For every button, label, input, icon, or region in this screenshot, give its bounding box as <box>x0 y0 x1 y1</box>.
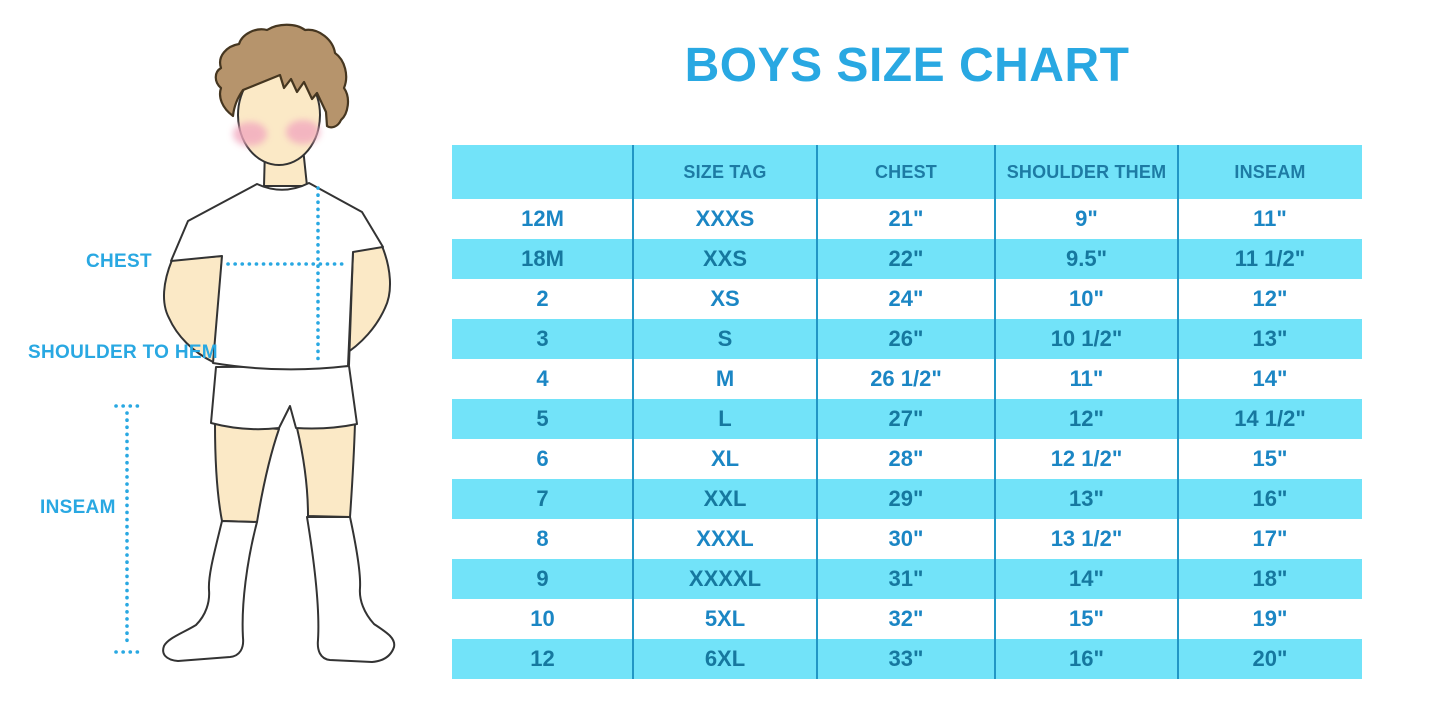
boy-illustration <box>114 23 396 663</box>
table-row: 7 XXL 29" 13" 16" <box>452 479 1362 519</box>
table-cell: 15" <box>1069 606 1104 631</box>
table-cell: 10 1/2" <box>1050 326 1123 351</box>
size-chart-table: SIZE TAG CHEST SHOULDER THEM INSEAM 12M XXXS… <box>452 145 1362 679</box>
inseam-label: INSEAM <box>40 497 116 518</box>
table-cell: S <box>717 326 733 351</box>
table-cell: XXXXL <box>688 566 762 591</box>
boy-shorts <box>210 365 358 431</box>
header-cell: SHOULDER THEM <box>1006 162 1167 182</box>
table-row: 12M XXXS 21" 9" 11" <box>452 199 1362 239</box>
table-cell: 26" <box>888 326 924 351</box>
table-header-row: SIZE TAG CHEST SHOULDER THEM INSEAM <box>452 145 1362 199</box>
table-cell: M <box>715 366 735 391</box>
table-row: 18M XXS 22" 9.5" 11 1/2" <box>452 239 1362 279</box>
table-cell: 33" <box>888 646 924 671</box>
inseam-measure-line <box>114 404 143 654</box>
table-row: 3 S 26" 10 1/2" 13" <box>452 319 1362 359</box>
table-cell: 9.5" <box>1065 246 1107 271</box>
table-cell: 5 <box>536 406 549 431</box>
table-row: 10 5XL 32" 15" 19" <box>452 599 1362 639</box>
boy-socks <box>162 516 396 663</box>
table-cell: 12" <box>1252 286 1288 311</box>
table-cell: XS <box>710 286 740 311</box>
table-row: 2 XS 24" 10" 12" <box>452 279 1362 319</box>
table-cell: 14" <box>1252 366 1288 391</box>
column-divider <box>994 145 996 679</box>
column-divider <box>1177 145 1179 679</box>
table-row: 9 XXXXL 31" 14" 18" <box>452 559 1362 599</box>
boy-shirt <box>170 182 384 371</box>
table-cell: 24" <box>888 286 924 311</box>
table-cell: 13" <box>1069 486 1104 511</box>
table-cell: 18" <box>1252 566 1288 591</box>
table-row: 12 6XL 33" 16" 20" <box>452 639 1362 679</box>
table-row: 6 XL 28" 12 1/2" 15" <box>452 439 1362 479</box>
table-cell: 20" <box>1252 646 1288 671</box>
boy-hair <box>214 23 350 129</box>
table-cell: 10" <box>1069 286 1104 311</box>
shoulder-to-hem-label: SHOULDER TO HEM <box>28 342 218 363</box>
table-cell: XL <box>710 446 740 471</box>
table-cell: 9" <box>1075 206 1098 231</box>
table-cell: XXS <box>702 246 748 271</box>
table-cell: 14 1/2" <box>1234 406 1306 431</box>
table-cell: 16" <box>1252 486 1288 511</box>
table-cell: 5XL <box>704 606 746 631</box>
table-cell: 6XL <box>704 646 746 671</box>
table-cell: 21" <box>888 206 924 231</box>
table-cell: 8 <box>536 526 549 551</box>
table-cell: XXXL <box>696 526 754 551</box>
table-cell: 11" <box>1069 366 1104 391</box>
table-cell: 12 1/2" <box>1050 446 1123 471</box>
page-title: BOYS SIZE CHART <box>684 39 1130 92</box>
table-body: 12M XXXS 21" 9" 11" 18M XXS 22" 9.5" 11 1/2" 2 XS 24… <box>452 199 1362 679</box>
table-cell: 32" <box>888 606 924 631</box>
table-cell: 10 <box>530 606 555 631</box>
table-row: 5 L 27" 12" 14 1/2" <box>452 399 1362 439</box>
table-cell: XXL <box>703 486 747 511</box>
table-row: 8 XXXL 30" 13 1/2" 17" <box>452 519 1362 559</box>
table-cell: 18M <box>521 246 564 271</box>
table-cell: 4 <box>536 366 549 391</box>
table-cell: 13" <box>1252 326 1288 351</box>
table-cell: XXXS <box>695 206 755 231</box>
table-cell: 7 <box>536 486 549 511</box>
table-cell: L <box>718 406 732 431</box>
table-cell: 13 1/2" <box>1050 526 1123 551</box>
table-cell: 17" <box>1252 526 1288 551</box>
table-cell: 6 <box>536 446 549 471</box>
table-cell: 28" <box>888 446 924 471</box>
header-cell: SIZE TAG <box>683 162 767 182</box>
table-cell: 15" <box>1252 446 1288 471</box>
table-cell: 27" <box>888 406 924 431</box>
table-cell: 12M <box>521 206 564 231</box>
table-cell: 26 1/2" <box>870 366 942 391</box>
chest-label: CHEST <box>86 251 152 272</box>
table-cell: 11" <box>1253 206 1287 231</box>
table-cell: 3 <box>536 326 549 351</box>
table-cell: 29" <box>888 486 924 511</box>
table-cell: 11 1/2" <box>1234 246 1306 271</box>
table-cell: 30" <box>888 526 924 551</box>
table-cell: 9 <box>536 566 549 591</box>
header-cell: CHEST <box>874 162 937 182</box>
table-cell: 12" <box>1069 406 1104 431</box>
table-cell: 22" <box>888 246 924 271</box>
table-cell: 2 <box>536 286 549 311</box>
column-divider <box>816 145 818 679</box>
table-cell: 19" <box>1252 606 1288 631</box>
table-cell: 14" <box>1069 566 1104 591</box>
table-row: 4 M 26 1/2" 11" 14" <box>452 359 1362 399</box>
table-cell: 16" <box>1069 646 1104 671</box>
table-cell: 12 <box>530 646 555 671</box>
table-cell: 31" <box>888 566 924 591</box>
header-cell: INSEAM <box>1234 162 1306 182</box>
boy-legs <box>214 422 356 523</box>
column-divider <box>632 145 634 679</box>
